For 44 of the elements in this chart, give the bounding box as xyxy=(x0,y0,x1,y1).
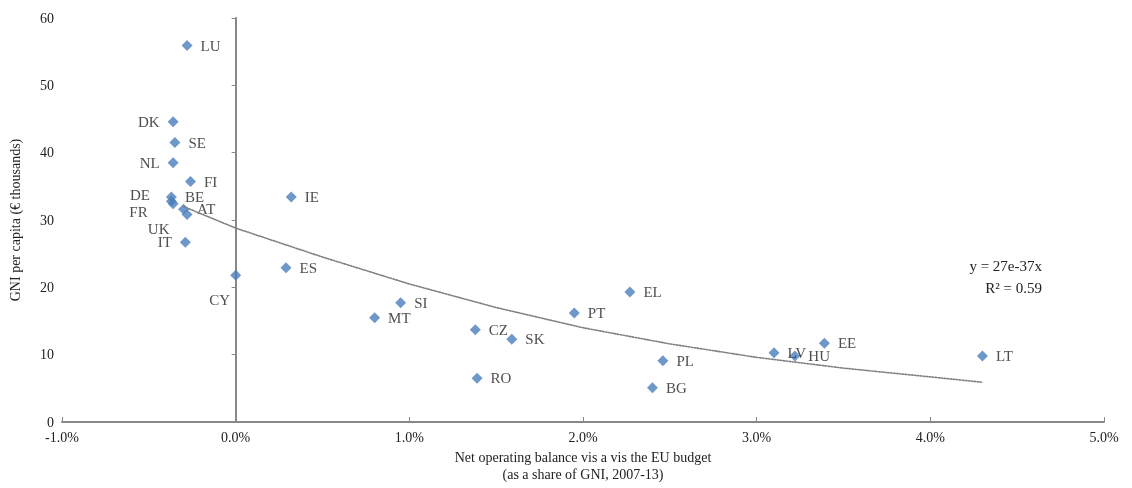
data-label: IT xyxy=(157,234,172,251)
data-label: CY xyxy=(209,292,231,309)
data-label: HU xyxy=(808,348,831,365)
data-label: PT xyxy=(587,304,606,321)
data-label: MT xyxy=(388,309,411,326)
y-tick-label: 10 xyxy=(40,347,54,363)
x-tick-label: 1.0% xyxy=(394,429,425,445)
data-label: UK xyxy=(147,220,170,237)
data-label: CZ xyxy=(488,321,508,338)
y-tick-label: 20 xyxy=(40,279,54,295)
x-tick-label: 0.0% xyxy=(221,429,251,445)
data-label: FR xyxy=(129,203,148,220)
data-label: SE xyxy=(188,134,206,151)
data-label: SK xyxy=(525,331,545,348)
x-tick-label: 3.0% xyxy=(742,429,772,445)
data-label: AT xyxy=(197,201,216,218)
data-label: DE xyxy=(129,187,150,204)
x-tick-label: 4.0% xyxy=(915,429,946,445)
x-axis-title: Net operating balance vis a vis the EU budget (as a share of GNI, 2007-13) xyxy=(454,449,712,483)
data-label: LV xyxy=(787,344,807,361)
data-label: EE xyxy=(837,335,857,352)
y-tick-label: 0 xyxy=(47,414,54,430)
y-tick-label: 50 xyxy=(40,77,54,93)
x-tick-label: 5.0% xyxy=(1089,429,1119,445)
data-label: RO xyxy=(490,370,512,387)
y-tick-label: 30 xyxy=(40,212,54,228)
data-label: BG xyxy=(665,379,687,396)
x-tick-label: -1.0% xyxy=(45,429,80,445)
data-label: IE xyxy=(304,189,319,206)
data-label: LU xyxy=(200,37,221,54)
data-label: LT xyxy=(995,348,1013,365)
data-label: SI xyxy=(414,294,428,311)
y-tick-label: 60 xyxy=(40,10,54,26)
data-label: PL xyxy=(676,352,694,369)
data-label: DK xyxy=(137,113,160,130)
annotation: R² = 0.59 xyxy=(985,279,1042,296)
annotation: y = 27e-37x xyxy=(969,257,1043,274)
y-tick-label: 40 xyxy=(40,145,54,161)
data-label: ES xyxy=(299,259,318,276)
x-tick-label: 2.0% xyxy=(568,429,598,445)
y-axis-title: GNI per capita (€ thousands) xyxy=(7,138,24,302)
data-label: FI xyxy=(204,173,218,190)
data-label: EL xyxy=(643,284,662,301)
data-label: NL xyxy=(139,154,160,171)
